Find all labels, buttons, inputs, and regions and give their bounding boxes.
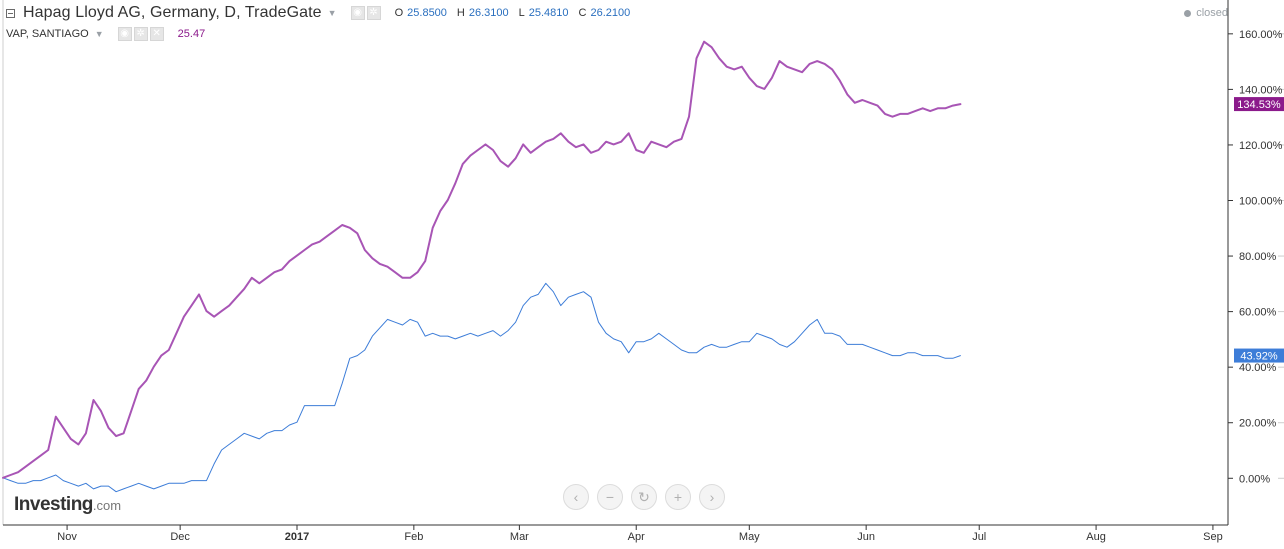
series-layer — [2, 40, 962, 493]
y-tick-label: 40.00% — [1239, 362, 1277, 374]
x-tick-label: 2017 — [285, 531, 309, 543]
high-key: H — [456, 7, 465, 19]
badge-background — [1234, 348, 1284, 363]
x-tick-label: Aug — [1086, 531, 1106, 543]
badge-label: 134.53% — [1237, 99, 1281, 111]
scroll-right-button[interactable]: › — [699, 484, 725, 510]
visibility-toggle-icon[interactable]: ◉ — [117, 27, 132, 41]
visibility-toggle-icon[interactable]: ◉ — [350, 6, 365, 20]
settings-gear-icon[interactable]: ✲ — [366, 6, 381, 20]
y-tick-label: 80.00% — [1239, 251, 1277, 263]
x-tick-label: Nov — [57, 531, 77, 543]
open-key: O — [394, 7, 404, 19]
y-tick-label: 160.00% — [1239, 29, 1283, 41]
compare-last-value-badge: 134.53% — [1234, 97, 1284, 112]
logo-main-text: Investing — [14, 494, 93, 515]
high-value: 26.3100 — [468, 7, 509, 19]
compare-series-line — [2, 40, 962, 479]
close-value: 26.2100 — [590, 7, 631, 19]
main-series-line — [2, 282, 961, 493]
y-tick-label: 120.00% — [1239, 140, 1283, 152]
x-tick-label: Jul — [972, 531, 986, 543]
low-key: L — [518, 7, 525, 19]
close-icon[interactable]: ✕ — [149, 27, 164, 41]
y-tick-label: 60.00% — [1239, 307, 1277, 319]
x-tick-label: Jun — [857, 531, 875, 543]
chart-navigation: ‹ − ↻ + › — [563, 484, 725, 510]
chart-title: Hapag Lloyd AG, Germany, D, TradeGate — [23, 4, 322, 21]
chevron-down-icon[interactable]: ▼ — [327, 8, 337, 18]
zoom-in-button[interactable]: + — [665, 484, 691, 510]
status-text: closed — [1196, 7, 1228, 19]
compare-series-controls: ◉ ✲ ✕ — [116, 27, 164, 41]
ohlc-readout: O 25.8500 H 26.3100 L 25.4810 C 26.2100 — [395, 7, 637, 19]
badge-layer: 43.92% 134.53% — [1234, 97, 1284, 363]
y-tick-label: 140.00% — [1239, 84, 1283, 96]
x-tick-label: Dec — [170, 531, 190, 543]
market-status: closed — [1184, 7, 1228, 19]
y-tick-label: 20.00% — [1239, 418, 1277, 430]
x-tick-label: Mar — [510, 531, 529, 543]
settings-gear-icon[interactable]: ✲ — [133, 27, 148, 41]
badge-background — [1234, 97, 1284, 112]
investing-logo[interactable]: Investing .com — [14, 494, 121, 516]
compare-legend: VAP, SANTIAGO ▼ ◉ ✲ ✕ 25.47 — [6, 27, 205, 41]
x-tick-label: Apr — [628, 531, 645, 543]
badge-label: 43.92% — [1240, 351, 1278, 363]
chevron-down-icon[interactable]: ▼ — [94, 29, 104, 39]
main-series-controls: ◉ ✲ — [349, 6, 381, 20]
open-value: 25.8500 — [407, 7, 447, 19]
scroll-left-button[interactable]: ‹ — [563, 484, 589, 510]
logo-suffix-text: .com — [92, 498, 122, 513]
zoom-out-button[interactable]: − — [597, 484, 623, 510]
y-tick-label: 100.00% — [1239, 196, 1283, 208]
status-dot-icon — [1184, 9, 1192, 17]
compare-title: VAP, SANTIAGO — [6, 28, 89, 40]
collapse-icon[interactable] — [6, 8, 15, 18]
x-tick-label: May — [739, 531, 760, 543]
close-key: C — [578, 7, 587, 19]
x-tick-label: Sep — [1203, 531, 1223, 543]
main-last-value-badge: 43.92% — [1234, 348, 1284, 363]
y-tick-label: 0.00% — [1239, 473, 1270, 485]
x-tick-label: Feb — [404, 531, 423, 543]
compare-value: 25.47 — [177, 28, 206, 40]
reset-button[interactable]: ↻ — [631, 484, 657, 510]
main-legend: Hapag Lloyd AG, Germany, D, TradeGate ▼ … — [6, 4, 636, 22]
low-value: 25.4810 — [528, 7, 569, 19]
